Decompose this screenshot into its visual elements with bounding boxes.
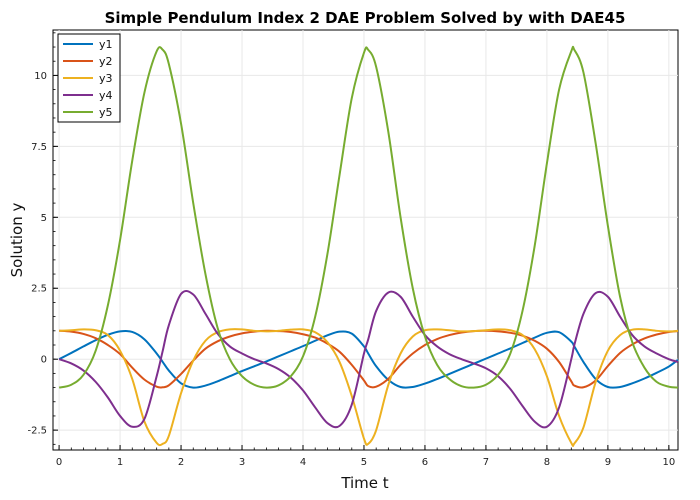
x-axis-label: Time t (340, 474, 388, 492)
series-line-y5 (58, 45, 679, 389)
x-tick-label: 8 (544, 457, 550, 468)
legend-label-y4: y4 (99, 89, 113, 102)
legend-label-y5: y5 (99, 106, 113, 119)
plot-area: 0 1 2 3 4 5 6 7 8 9 10 -2.5 0 2.5 5 7.5 10 (27, 29, 679, 468)
y-axis-ticks: -2.5 0 2.5 5 7.5 10 (27, 32, 58, 445)
chart-title: Simple Pendulum Index 2 DAE Problem Solv… (105, 9, 626, 27)
legend: y1 y2 y3 y4 y5 (57, 33, 121, 123)
series-line-y3 (59, 328, 679, 447)
x-tick-label: 4 (300, 457, 306, 468)
y-tick-label: 7.5 (31, 142, 47, 153)
y-tick-label: 2.5 (31, 284, 47, 295)
x-tick-label: 1 (117, 457, 123, 468)
x-axis-ticks: 0 1 2 3 4 5 6 7 8 9 10 (56, 445, 675, 468)
legend-label-y2: y2 (99, 55, 113, 68)
x-tick-label: 0 (56, 457, 62, 468)
series-line-y2 (59, 329, 679, 389)
legend-label-y3: y3 (99, 72, 113, 85)
x-tick-label: 2 (178, 457, 184, 468)
x-tick-label: 3 (239, 457, 245, 468)
series-line-y4 (58, 289, 679, 429)
legend-label-y1: y1 (99, 38, 113, 51)
grid-lines (53, 30, 678, 450)
y-tick-label: 0 (41, 355, 47, 366)
y-axis-label: Solution y (8, 203, 26, 278)
series-lines (58, 45, 679, 447)
x-tick-label: 6 (422, 457, 428, 468)
plot-frame (52, 29, 679, 451)
y-tick-label: 10 (34, 71, 47, 82)
y-tick-label: -2.5 (27, 426, 47, 437)
y-tick-label: 5 (41, 213, 47, 224)
x-tick-label: 9 (605, 457, 611, 468)
x-tick-label: 7 (483, 457, 489, 468)
x-tick-label: 5 (361, 457, 367, 468)
x-tick-label: 10 (662, 457, 675, 468)
